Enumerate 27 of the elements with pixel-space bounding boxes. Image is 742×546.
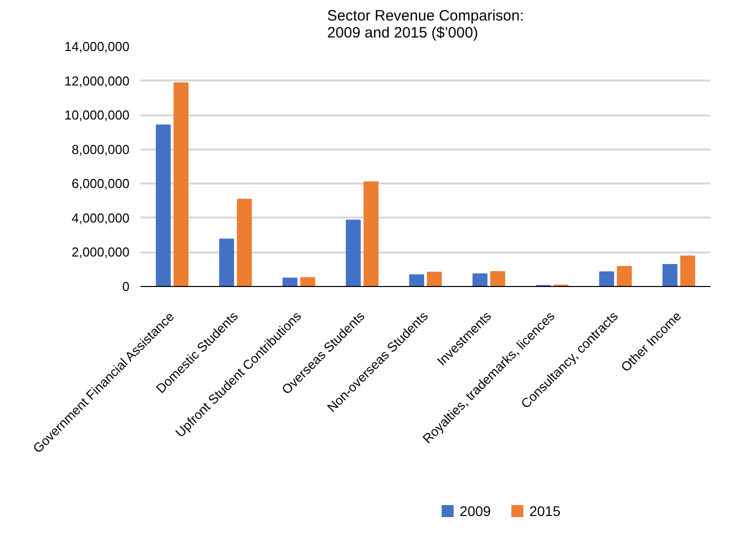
bar xyxy=(616,266,632,286)
bar xyxy=(490,271,506,286)
bar xyxy=(409,274,424,286)
bar xyxy=(364,181,378,286)
bar xyxy=(174,82,188,286)
bar xyxy=(662,264,678,286)
y-tick-label: 10,000,000 xyxy=(64,108,130,123)
y-tick-label: 4,000,000 xyxy=(72,210,130,226)
bar xyxy=(282,278,298,286)
legend-label: 2009 xyxy=(460,503,492,520)
bar xyxy=(219,238,234,286)
bar xyxy=(472,273,488,286)
bar xyxy=(300,277,316,286)
bar xyxy=(599,271,614,286)
y-tick-label: 0 xyxy=(122,279,130,294)
bar xyxy=(680,255,696,286)
y-tick-label: 2,000,000 xyxy=(72,244,130,260)
y-tick-label: 6,000,000 xyxy=(72,176,130,192)
y-tick-label: 14,000,000 xyxy=(64,39,130,54)
bar xyxy=(346,220,361,286)
bar xyxy=(156,124,171,286)
chart-title: Sector Revenue Comparison: 2009 and 2015 ($’000) xyxy=(327,8,524,42)
legend-label: 2015 xyxy=(529,503,561,520)
y-tick-label: 8,000,000 xyxy=(72,142,130,157)
bar xyxy=(236,198,252,286)
bar xyxy=(426,272,442,286)
y-tick-label: 12,000,000 xyxy=(64,73,130,88)
